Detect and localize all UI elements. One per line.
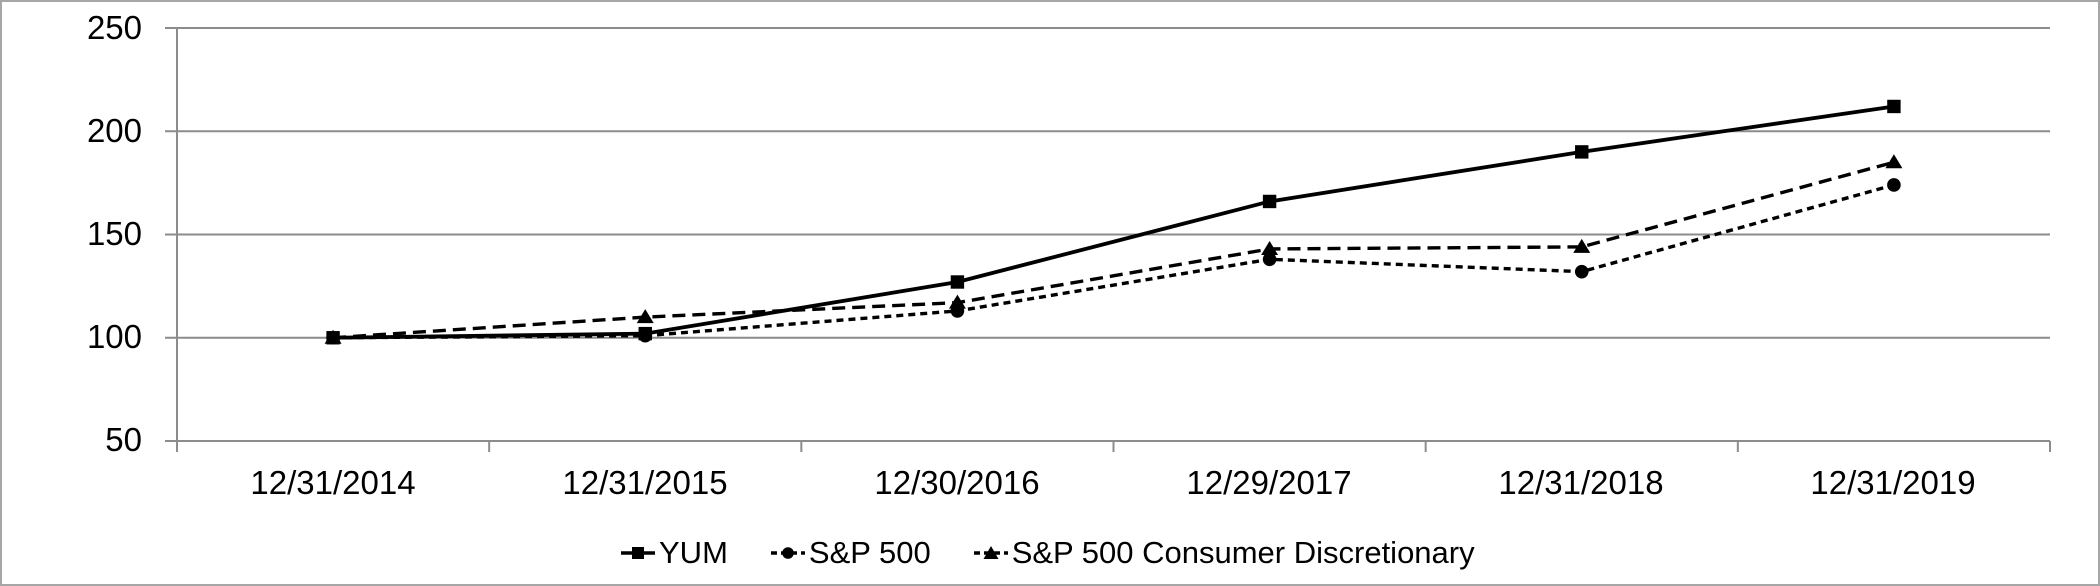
x-axis-tick-label-2015: 12/31/2015 — [562, 464, 728, 501]
legend-label-yum: YUM — [659, 535, 728, 570]
y-axis-tick-label-250: 250 — [86, 9, 142, 46]
triangle-marker-icon — [983, 546, 999, 559]
s-p-500-consumer-discretionary-marker — [1573, 238, 1591, 253]
s-p-500-consumer-discretionary-marker — [1261, 240, 1279, 255]
s-p-500-consumer-discretionary-marker — [948, 294, 966, 309]
s-p-500-consumer-discretionary-marker — [1885, 154, 1903, 169]
circle-marker-icon — [782, 547, 794, 559]
yum-marker — [1262, 194, 1277, 209]
y-axis-tick-label-50: 50 — [105, 421, 142, 458]
x-axis-tick-label-2014: 12/31/2014 — [250, 464, 416, 501]
legend: YUM S&P 500 S&P 500 Consumer Discretiona… — [620, 533, 1475, 573]
yum-marker — [1887, 99, 1901, 114]
yum-marker — [326, 331, 340, 345]
legend-item-yum: YUM — [620, 535, 728, 571]
legend-label-sp500: S&P 500 — [808, 535, 931, 570]
sp500-legend-marker-icon — [770, 547, 805, 559]
y-axis-tick-label-200: 200 — [86, 112, 142, 149]
legend-label-sp500-consumer-discretionary: S&P 500 Consumer Discretionary — [1011, 535, 1475, 570]
yum-marker — [638, 326, 652, 341]
s-p-500-series-line — [333, 183, 1895, 340]
s-p-500-consumer-discretionary-marker — [636, 309, 654, 324]
legend-item-sp500: S&P 500 — [770, 535, 931, 571]
x-axis-tick-label-2018: 12/31/2018 — [1498, 464, 1664, 501]
yum-marker — [950, 275, 965, 289]
y-axis-tick-label-150: 150 — [86, 215, 142, 252]
square-marker-icon — [632, 547, 644, 559]
legend-item-sp500-consumer-discretionary: S&P 500 Consumer Discretionary — [973, 535, 1475, 571]
yum-legend-marker-icon — [621, 547, 655, 559]
s-p-500-marker — [1887, 178, 1901, 192]
yum-marker — [1575, 145, 1589, 159]
y-axis-tick-label-100: 100 — [86, 318, 142, 355]
s-p-500-marker — [1262, 252, 1277, 267]
x-axis-tick-label-2016: 12/30/2016 — [874, 464, 1040, 501]
sp500-consumer-discretionary-legend-marker-icon — [973, 546, 1008, 559]
x-axis-tick-label-2017: 12/29/2017 — [1186, 464, 1352, 501]
x-axis-tick-label-2019: 12/31/2019 — [1810, 464, 1976, 501]
s-p-500-marker — [1574, 264, 1589, 279]
yum-series-line — [333, 104, 1895, 340]
s-p-500-consumer-discretionary-series-line — [332, 160, 1895, 340]
